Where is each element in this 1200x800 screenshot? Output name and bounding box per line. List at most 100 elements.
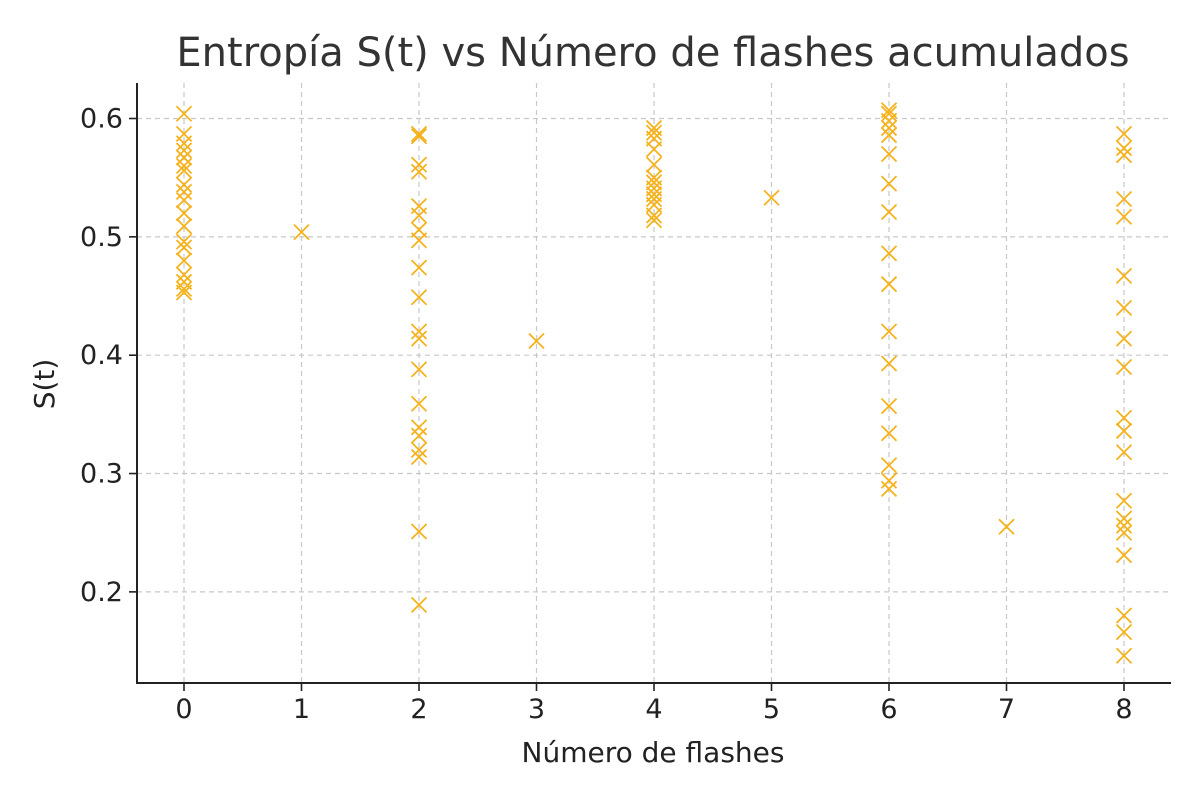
data-point bbox=[1115, 607, 1133, 624]
data-point bbox=[410, 207, 428, 224]
data-point bbox=[410, 395, 428, 412]
data-point bbox=[880, 245, 898, 262]
data-point bbox=[175, 252, 193, 269]
data-point bbox=[1115, 330, 1133, 347]
data-point bbox=[410, 125, 428, 143]
x-tick-label: 5 bbox=[763, 694, 780, 725]
data-point bbox=[1115, 517, 1133, 534]
x-axis-label: Número de flashes bbox=[522, 736, 785, 769]
data-point bbox=[1115, 267, 1133, 285]
data-point bbox=[410, 259, 428, 276]
data-point bbox=[410, 163, 428, 180]
data-point bbox=[1115, 510, 1133, 527]
data-point bbox=[1115, 125, 1133, 143]
data-point bbox=[880, 323, 898, 340]
data-point bbox=[880, 145, 898, 163]
data-point bbox=[645, 207, 663, 224]
data-point bbox=[1115, 147, 1133, 164]
y-tick-label: 0.4 bbox=[80, 340, 123, 371]
data-point bbox=[645, 174, 663, 191]
data-point bbox=[880, 126, 898, 144]
data-point bbox=[175, 239, 193, 256]
data-point bbox=[1115, 492, 1133, 509]
x-tick-label: 3 bbox=[528, 694, 545, 725]
y-ticks: 0.2 0.3 0.4 0.5 0.6 bbox=[80, 104, 137, 608]
data-point bbox=[880, 472, 898, 489]
data-point bbox=[1115, 547, 1133, 564]
data-point bbox=[410, 361, 428, 378]
data-point bbox=[410, 419, 428, 436]
x-tick-label: 2 bbox=[410, 694, 427, 725]
data-point bbox=[410, 330, 428, 347]
data-point bbox=[175, 105, 193, 122]
data-point bbox=[410, 448, 428, 466]
data-point bbox=[880, 355, 898, 372]
data-point bbox=[175, 205, 193, 222]
data-points bbox=[175, 102, 1133, 664]
grid bbox=[137, 83, 1171, 683]
data-point bbox=[175, 280, 193, 298]
data-point bbox=[410, 289, 428, 306]
data-point bbox=[175, 192, 193, 209]
chart-title: Entropía S(t) vs Número de flashes acumu… bbox=[176, 30, 1129, 76]
data-point bbox=[1115, 139, 1133, 157]
data-point bbox=[175, 135, 193, 152]
y-tick-label: 0.2 bbox=[80, 577, 123, 608]
data-point bbox=[1115, 190, 1133, 208]
data-point bbox=[410, 523, 428, 540]
y-tick-label: 0.3 bbox=[80, 459, 123, 490]
data-point bbox=[175, 233, 193, 250]
data-point bbox=[880, 119, 898, 137]
data-point bbox=[410, 596, 428, 614]
data-point bbox=[645, 212, 663, 229]
data-point bbox=[1115, 409, 1133, 427]
data-point bbox=[880, 175, 898, 192]
data-point bbox=[880, 276, 898, 293]
data-point bbox=[175, 149, 193, 166]
data-point bbox=[880, 112, 898, 130]
data-point bbox=[880, 397, 898, 415]
x-tick-label: 1 bbox=[293, 694, 310, 725]
data-point bbox=[175, 266, 193, 283]
data-point bbox=[410, 427, 428, 444]
data-point bbox=[410, 128, 428, 145]
data-point bbox=[998, 518, 1015, 535]
data-point bbox=[645, 190, 663, 208]
data-point bbox=[645, 141, 663, 158]
data-point bbox=[1115, 647, 1133, 664]
data-point bbox=[175, 142, 193, 159]
data-point bbox=[175, 176, 193, 193]
data-point bbox=[1115, 444, 1133, 461]
data-point bbox=[880, 203, 898, 221]
data-point bbox=[410, 323, 428, 340]
data-point bbox=[528, 332, 545, 350]
y-axis-label: S(t) bbox=[28, 359, 61, 410]
x-tick-label: 4 bbox=[645, 694, 662, 725]
data-point bbox=[645, 124, 663, 141]
data-point bbox=[880, 480, 898, 498]
y-tick-label: 0.5 bbox=[80, 222, 123, 253]
data-point bbox=[763, 189, 780, 206]
data-point bbox=[175, 218, 193, 235]
y-tick-label: 0.6 bbox=[80, 104, 123, 135]
x-tick-label: 6 bbox=[880, 694, 897, 725]
data-point bbox=[1115, 358, 1133, 376]
data-point bbox=[880, 105, 898, 122]
data-point bbox=[175, 284, 193, 301]
data-point bbox=[1115, 208, 1133, 225]
data-point bbox=[1115, 422, 1133, 440]
data-point bbox=[410, 156, 428, 173]
data-point bbox=[175, 157, 193, 174]
data-point bbox=[880, 457, 898, 474]
x-ticks: 0 1 2 3 4 5 6 7 8 bbox=[175, 683, 1133, 725]
data-point bbox=[175, 183, 193, 201]
x-tick-label: 0 bbox=[175, 694, 192, 725]
data-point bbox=[410, 441, 428, 459]
data-point bbox=[645, 156, 663, 173]
x-tick-label: 8 bbox=[1115, 694, 1132, 725]
x-tick-label: 7 bbox=[998, 694, 1015, 725]
data-point bbox=[880, 425, 898, 442]
data-point bbox=[1115, 623, 1133, 641]
data-point bbox=[293, 223, 310, 241]
